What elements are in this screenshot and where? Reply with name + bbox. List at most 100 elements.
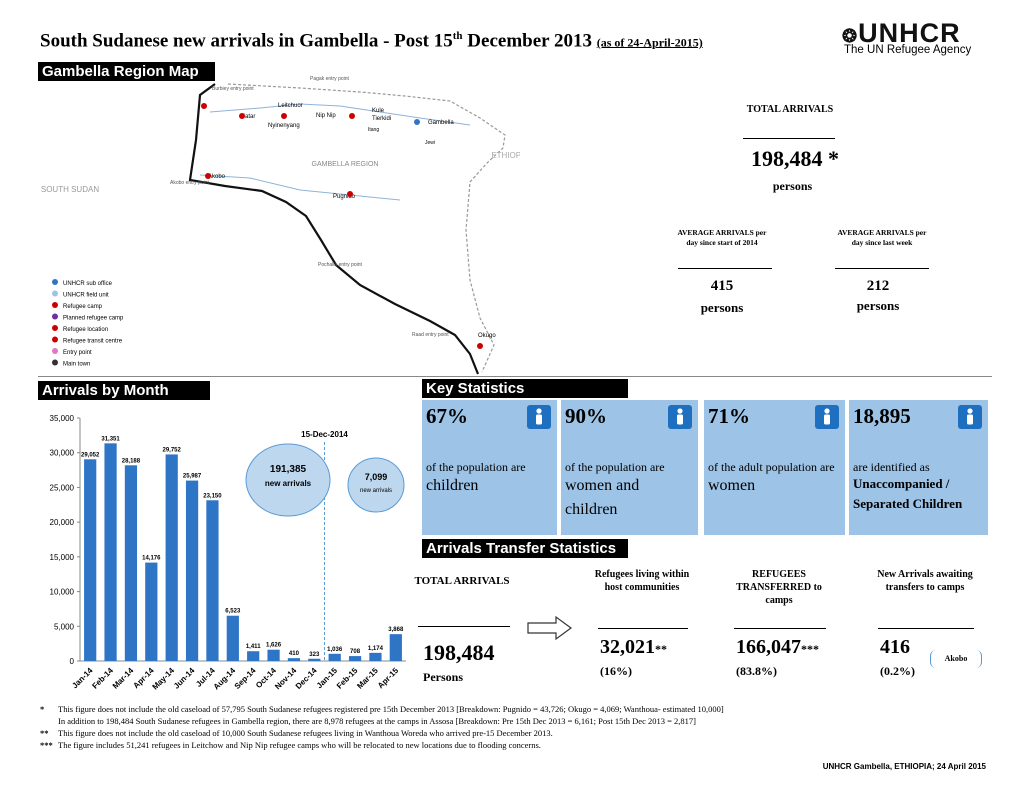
annotation: new arrivals: [360, 488, 392, 494]
map-symbol: [347, 191, 353, 197]
value-label: 1,626: [266, 643, 282, 649]
value-label: 708: [350, 649, 361, 655]
section-heading: Gambella Region Map: [38, 62, 215, 81]
country-border: [188, 83, 480, 375]
transfer-number: 416: [880, 636, 910, 658]
x-tick-label: May-14: [151, 666, 177, 692]
transfer-label: REFUGEES TRANSFERRED to camps: [736, 569, 822, 606]
value-label: 14,176: [142, 556, 161, 562]
footnote: ** This figure does not include the old c…: [40, 728, 553, 738]
map-label: Nyinenyang: [268, 123, 300, 129]
transfer-number: 32,021: [600, 636, 655, 658]
x-tick-label: Mar-15: [355, 666, 380, 691]
logo-icon: ❂: [842, 26, 859, 46]
icon-body: [677, 414, 683, 425]
map-label: Burbiey entry point: [212, 86, 254, 92]
legend-label: Entry point: [63, 350, 92, 356]
value-label: 3,868: [388, 627, 404, 633]
value-label: 31,351: [101, 436, 120, 442]
map-label: Itang: [368, 127, 379, 133]
footnote: In addition to 198,484 South Sudanese re…: [40, 716, 696, 726]
transfer-label: Refugees living within host communities: [594, 569, 690, 593]
footnote-text: In addition to 198,484 South Sudanese re…: [58, 716, 696, 726]
stat-caption: of the adult population are: [708, 460, 835, 474]
map-label: GAMBELLA REGION: [312, 161, 379, 168]
value-label: 28,188: [122, 458, 141, 464]
value-label: 410: [289, 651, 300, 657]
legend-label: UNHCR field unit: [63, 293, 109, 299]
y-tick-label: 35,000: [50, 414, 75, 423]
map-symbol: [239, 113, 245, 119]
map-symbol: [414, 119, 420, 125]
map-symbol: [201, 103, 207, 109]
annotation: 191,385: [270, 464, 307, 475]
footnote-text: The figure includes 51,241 refugees in L…: [58, 740, 541, 750]
section-heading: Arrivals by Month: [38, 381, 210, 400]
map-label: Pugnido: [333, 194, 356, 200]
bar: [165, 454, 178, 661]
map-label: Nip Nip: [316, 113, 336, 119]
section-heading: Arrivals Transfer Statistics: [422, 539, 628, 558]
map-symbol: [281, 113, 287, 119]
annotation-oval: [245, 443, 331, 517]
stat-value: 18,895: [853, 404, 911, 428]
legend-label: Planned refugee camp: [63, 316, 124, 322]
value-label: 29,752: [163, 447, 182, 453]
bar: [389, 634, 402, 661]
map-label: Akobo: [208, 174, 226, 180]
legend-symbol: [52, 348, 58, 354]
bar: [206, 500, 219, 661]
map-label: Akobo entry point: [170, 180, 210, 186]
bar: [308, 658, 321, 661]
value-label: 323: [309, 652, 320, 658]
rule: [878, 628, 974, 629]
x-tick-label: Dec-14: [294, 666, 319, 691]
legend-symbol: [52, 302, 58, 308]
stat-box: 90% of the population are women and childr…: [561, 400, 698, 535]
rule: [835, 268, 929, 269]
annotation: 7,099: [365, 472, 388, 482]
transfer-value: 32,021**: [600, 636, 667, 659]
stat-caption: are identified as: [853, 460, 930, 474]
footnote-mark: *: [828, 146, 839, 171]
x-tick-label: Feb-15: [335, 666, 360, 691]
person-icon: [967, 408, 973, 425]
section-heading: Key Statistics: [422, 379, 628, 398]
region-boundary: [227, 83, 506, 373]
bar: [185, 480, 199, 661]
footnote-mark: ***: [40, 740, 53, 750]
person-icon: [824, 408, 830, 425]
divider: [38, 376, 992, 377]
stat-value: 67%: [426, 404, 468, 428]
map-label: Leitchuor: [278, 103, 303, 109]
map-label: Gambella: [428, 120, 454, 126]
summary-label: AVERAGE ARRIVALS per day since start of …: [677, 228, 767, 247]
bar: [124, 465, 138, 661]
stat-box: 67% of the population are children: [422, 400, 557, 535]
value-label: 29,052: [81, 452, 100, 458]
summary-value: 198,484: [751, 146, 823, 171]
stat-text: are identified as Unaccompanied / Separat…: [853, 460, 984, 514]
value-label: 1,411: [246, 644, 261, 650]
bar: [328, 653, 341, 661]
summary-unit: persons: [856, 298, 900, 313]
map-label: Pagak entry point: [310, 76, 350, 82]
arrow: [527, 615, 573, 641]
title-sup: th: [452, 30, 463, 42]
annotation: new arrivals: [265, 479, 312, 488]
legend-label: Refugee transit centre: [63, 339, 123, 345]
logo: ❂UNHCR: [842, 18, 961, 49]
transfer-share: (83.8%): [736, 664, 777, 678]
annotation-oval: [347, 457, 405, 513]
stat-text: of the population are children: [426, 460, 553, 498]
title-date: (as of 24-April-2015): [596, 35, 703, 50]
legend-symbol: [52, 279, 58, 285]
rule: [678, 268, 772, 269]
transfer-label: New Arrivals awaiting transfers to camps: [877, 569, 973, 593]
person-icon: [536, 408, 542, 425]
icon-body: [536, 414, 542, 425]
bar-chart: 0 5,000 10,000 15,000 20,000 25,000 30,000 35,0…: [50, 414, 406, 692]
icon-head: [677, 408, 683, 414]
legend-label: Refugee camp: [63, 304, 103, 310]
